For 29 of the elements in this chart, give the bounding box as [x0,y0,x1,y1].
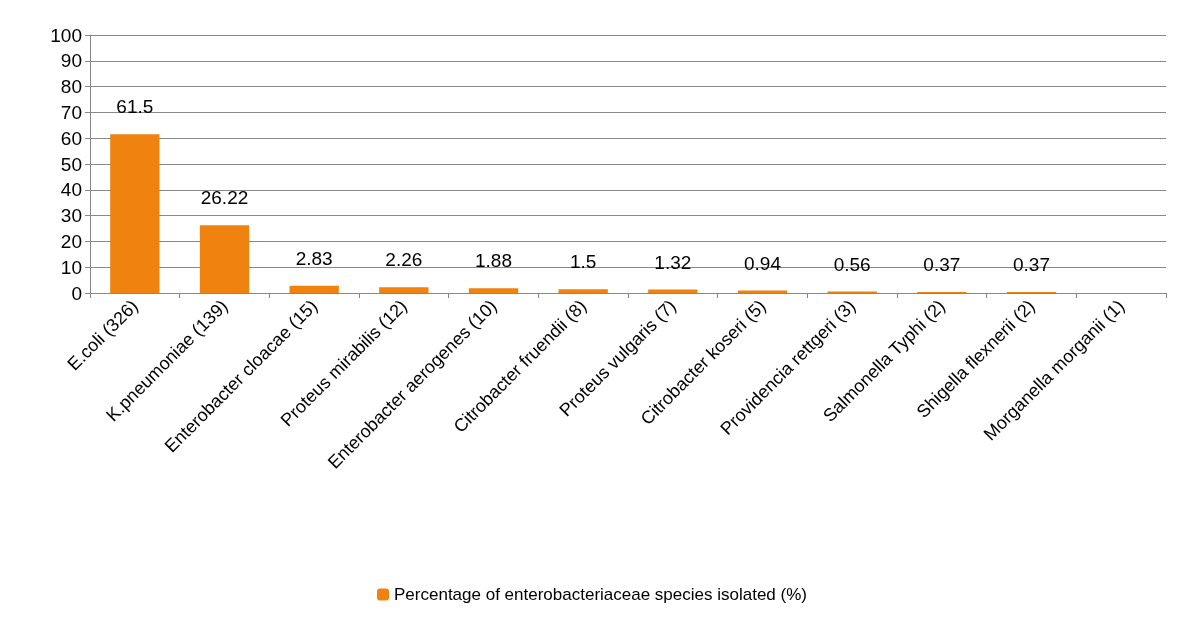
bar [289,285,339,293]
y-tick-label: 20 [60,230,82,252]
y-tick-label: 0 [71,282,82,304]
y-tick-label: 100 [50,24,82,46]
data-label: 0.37 [923,254,961,276]
data-label: 0.94 [744,252,782,274]
data-label: 2.26 [385,249,423,271]
data-label: 0.37 [1013,254,1050,276]
y-tick-label: 80 [60,76,82,98]
y-tick-label: 30 [60,205,82,227]
y-tick-label: 50 [60,153,82,175]
y-tick-label: 10 [60,256,82,278]
bar [468,288,519,293]
data-label: 61.5 [116,96,154,118]
legend-label: Percentage of enterobacteriaceae species isolated (%) [394,585,807,604]
y-tick-label: 90 [60,50,82,72]
data-label: 1.32 [654,251,692,273]
y-tick-label: 40 [60,179,82,201]
data-label: 26.22 [200,187,249,209]
data-label: 1.5 [569,251,597,273]
data-label: 1.88 [475,250,512,272]
data-label: 0.56 [833,253,871,275]
bar [379,287,429,293]
y-tick-label: 70 [60,101,82,123]
data-label: 2.83 [295,247,333,269]
bar [110,134,160,293]
bar [199,225,250,293]
bar [558,289,608,293]
y-tick-label: 60 [60,127,82,149]
